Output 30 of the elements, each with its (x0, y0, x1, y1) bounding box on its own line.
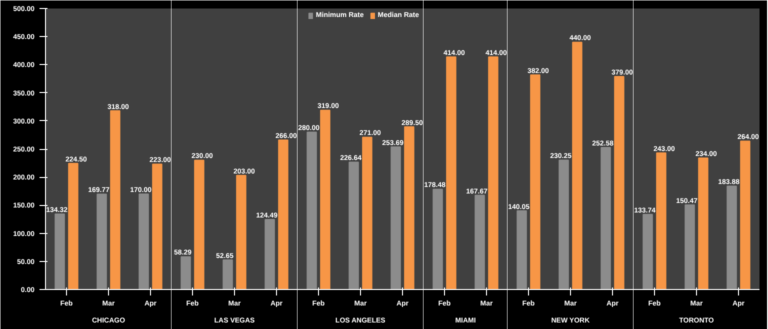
bar (684, 204, 695, 290)
bar (68, 162, 78, 290)
bar (306, 132, 317, 290)
bar (572, 42, 582, 290)
bar (236, 174, 246, 290)
bar (656, 152, 666, 290)
bar (348, 162, 359, 290)
bar (320, 110, 330, 290)
bar (264, 219, 275, 290)
bar (516, 210, 527, 290)
bar (194, 160, 204, 290)
bar (740, 140, 750, 290)
bar (54, 214, 65, 290)
bar (404, 126, 414, 290)
bar (642, 214, 653, 290)
bar (152, 164, 162, 290)
bar (614, 76, 624, 290)
bar (96, 194, 107, 290)
bar (362, 136, 372, 290)
bar (558, 160, 569, 290)
bar (278, 140, 288, 290)
bar (180, 256, 191, 290)
bar (390, 146, 401, 290)
bar (110, 110, 120, 290)
bar (698, 157, 708, 290)
bar (530, 74, 540, 290)
bar (726, 186, 737, 290)
bar (222, 259, 233, 290)
bar (138, 193, 149, 290)
bar (600, 147, 611, 290)
